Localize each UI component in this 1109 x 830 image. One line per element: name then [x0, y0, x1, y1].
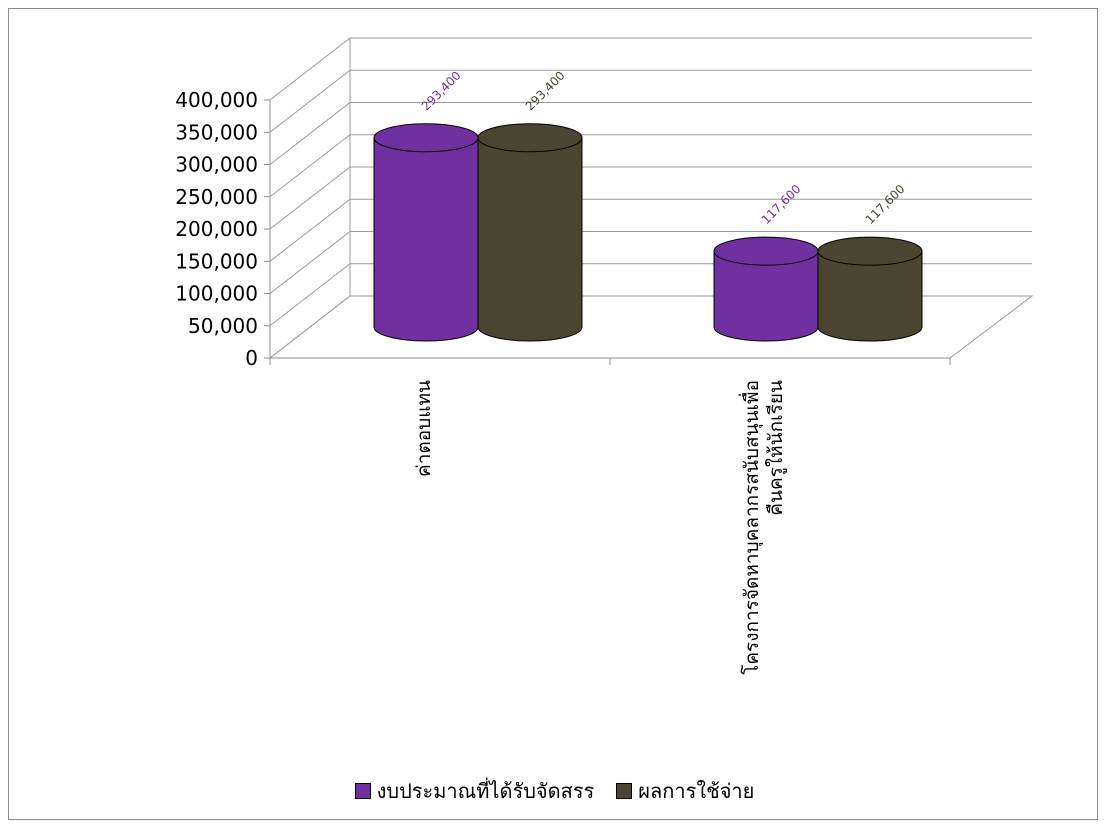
gridline-side: [269, 69, 351, 133]
bar-top: [373, 123, 479, 153]
data-label: 117,600: [759, 182, 804, 227]
bar-cylinder: [817, 236, 923, 342]
y-tick-label: 200,000: [175, 217, 258, 241]
legend-swatch: [616, 783, 633, 799]
bar-cylinder: [477, 123, 583, 342]
gridline-side: [269, 37, 351, 101]
y-tick-label: 100,000: [175, 282, 258, 306]
y-tick-label: 150,000: [175, 249, 258, 273]
data-label: 293,400: [419, 68, 464, 113]
y-tick-label: 0: [245, 346, 258, 370]
x-category-label: โครงการจัดหาบุคลากรสนับสนุนเพื่อ: [738, 380, 764, 675]
gridline-side: [269, 263, 351, 327]
y-tick-label: 50,000: [188, 314, 258, 338]
gridline-side: [269, 198, 351, 262]
y-tick-label: 350,000: [175, 120, 258, 144]
gridline-side: [269, 231, 351, 294]
bar-body: [477, 137, 583, 342]
bar-cylinder: [373, 123, 479, 342]
legend-item: งบประมาณที่ได้รับจัดสรร: [354, 775, 595, 807]
bar-body: [713, 250, 819, 342]
gridline-side: [269, 166, 351, 230]
legend-label: งบประมาณที่ได้รับจัดสรร: [376, 779, 595, 803]
gridline-side: [269, 134, 351, 198]
gridline-side: [269, 102, 351, 165]
bar-top: [817, 236, 923, 266]
legend-swatch: [354, 783, 371, 799]
bar-cylinder: [713, 236, 819, 342]
x-category-label: คืนครูให้นักเรียน: [765, 380, 787, 516]
y-tick-label: 400,000: [175, 88, 258, 112]
data-label: 293,400: [523, 68, 568, 113]
bar-top: [477, 123, 583, 153]
legend-item: ผลการใช้จ่าย: [616, 775, 754, 807]
bar-body: [817, 250, 923, 342]
legend: งบประมาณที่ได้รับจัดสรร ผลการใช้จ่าย: [0, 775, 1109, 807]
x-category-label: ค่าตอบแทน: [413, 380, 435, 477]
data-label: 117,600: [863, 182, 908, 227]
bar-body: [373, 137, 479, 342]
y-tick-label: 250,000: [175, 185, 258, 209]
y-tick-label: 300,000: [175, 153, 258, 177]
legend-label: ผลการใช้จ่าย: [638, 779, 755, 803]
bar-top: [713, 236, 819, 266]
